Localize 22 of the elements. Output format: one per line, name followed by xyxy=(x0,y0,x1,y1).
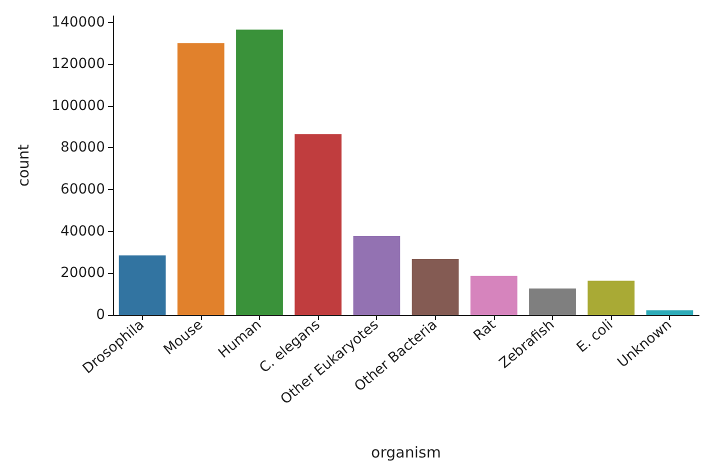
y-tick-label: 140000 xyxy=(52,14,105,30)
bar xyxy=(412,258,459,315)
y-tick-label: 40000 xyxy=(60,223,105,240)
x-tick-label: Rat xyxy=(470,316,500,344)
bar xyxy=(588,280,635,315)
bar xyxy=(353,236,400,315)
bar xyxy=(118,255,166,315)
x-axis-title: organism xyxy=(371,444,441,462)
y-tick-label: 100000 xyxy=(52,98,105,114)
y-tick-label: 80000 xyxy=(60,140,105,156)
y-tick-label: 120000 xyxy=(52,56,105,72)
y-tick-label: 20000 xyxy=(60,265,105,282)
bar xyxy=(529,288,576,315)
y-tick-label: 0 xyxy=(96,307,105,323)
bar xyxy=(294,134,342,315)
bar xyxy=(646,310,694,315)
bar xyxy=(470,276,518,315)
bar xyxy=(236,30,283,315)
bar xyxy=(177,43,224,315)
y-tick-label: 60000 xyxy=(60,182,105,198)
x-tick-label: E. coli xyxy=(574,316,616,356)
y-axis-title: count xyxy=(14,144,32,187)
